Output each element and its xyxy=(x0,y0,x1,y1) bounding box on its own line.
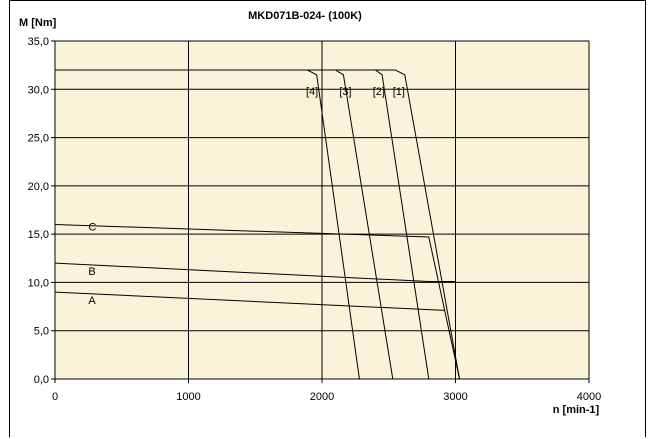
y-tick-label-3: 15,0 xyxy=(28,229,49,241)
y-tick-label-7: 35,0 xyxy=(28,36,49,48)
series-label-4: [4] xyxy=(306,86,318,98)
series-label-2: [2] xyxy=(373,86,385,98)
y-tick-label-0: 0,0 xyxy=(34,374,49,386)
chart-title: MKD071B-024- (100K) xyxy=(248,10,362,22)
series-label-B: B xyxy=(88,266,95,278)
series-label-3: [3] xyxy=(339,86,351,98)
series-line-B xyxy=(54,262,456,282)
y-axis-label: M [Nm] xyxy=(19,17,57,29)
series-label-C: C xyxy=(88,221,96,233)
y-tick-label-6: 30,0 xyxy=(28,84,49,96)
x-axis-label: n [min-1] xyxy=(553,404,600,416)
series-label-A: A xyxy=(88,295,96,307)
x-tick-label-3: 3000 xyxy=(443,391,467,403)
x-tick-label-2: 2000 xyxy=(310,391,334,403)
x-tick-label-4: 4000 xyxy=(577,391,601,403)
x-tick-label-0: 0 xyxy=(52,391,58,403)
y-tick-label-1: 5,0 xyxy=(34,326,49,338)
series-line-A xyxy=(54,291,445,311)
y-tick-label-4: 20,0 xyxy=(28,181,49,193)
x-tick-label-1: 1000 xyxy=(176,391,200,403)
chart-frame xyxy=(9,0,646,437)
y-tick-label-2: 10,0 xyxy=(28,277,49,289)
series-line-C xyxy=(54,224,460,380)
y-tick-label-5: 25,0 xyxy=(28,133,49,145)
series-line-4 xyxy=(55,69,360,380)
series-label-1: [1] xyxy=(393,86,405,98)
